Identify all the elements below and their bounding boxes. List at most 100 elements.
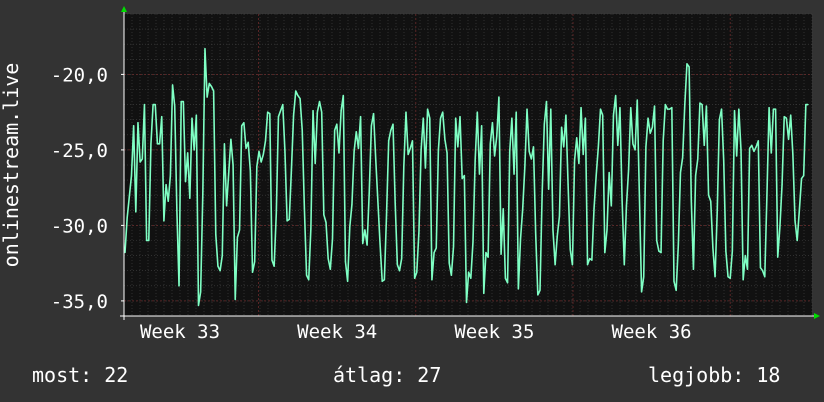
data-point (130, 174, 133, 177)
data-point (628, 168, 630, 171)
data-point (295, 90, 297, 92)
data-point (210, 85, 213, 88)
data-point (496, 135, 498, 137)
data-point (528, 150, 530, 153)
y-axis-arrow-icon (121, 6, 127, 12)
data-point (746, 268, 749, 270)
data-point (165, 184, 167, 186)
data-point (390, 129, 392, 131)
data-point (519, 238, 522, 240)
data-point (718, 119, 720, 121)
data-point (156, 143, 159, 145)
data-point (707, 194, 710, 196)
y-tick-label: -30,0 (51, 215, 108, 237)
data-point (623, 264, 625, 266)
data-point (288, 218, 290, 220)
data-point (282, 104, 284, 106)
data-point (768, 107, 770, 109)
data-point (487, 256, 489, 258)
data-point (565, 114, 567, 116)
data-point (675, 289, 677, 291)
data-point (688, 66, 690, 68)
data-point (158, 143, 161, 145)
data-point (751, 144, 753, 146)
data-point (608, 171, 610, 174)
data-point (312, 110, 314, 112)
data-point (703, 144, 705, 146)
data-point (362, 242, 364, 245)
data-point (141, 158, 143, 160)
data-point (143, 104, 146, 106)
data-point (705, 105, 708, 107)
data-point (124, 251, 126, 254)
data-point (450, 274, 452, 276)
data-point (191, 117, 193, 119)
data-point (243, 122, 245, 124)
data-point (476, 111, 478, 113)
data-point (478, 173, 481, 175)
data-point (329, 268, 331, 270)
data-point (448, 262, 450, 264)
data-point (303, 208, 305, 210)
data-point (213, 90, 215, 92)
data-point (366, 244, 368, 246)
x-axis-arrow-icon (814, 313, 820, 319)
data-point (617, 144, 619, 146)
data-point (232, 164, 234, 166)
data-point (461, 177, 463, 180)
data-point (401, 258, 403, 260)
data-points (124, 48, 809, 307)
data-point (567, 184, 569, 186)
data-point (217, 265, 219, 267)
data-point (666, 108, 669, 110)
data-point (578, 162, 580, 165)
data-point (662, 140, 664, 142)
data-point (163, 220, 165, 222)
data-point (349, 226, 351, 228)
data-point (552, 229, 554, 231)
data-point (247, 141, 249, 143)
data-point (697, 158, 699, 160)
data-point (630, 107, 632, 109)
footer-best: legjobb: 18 (648, 363, 780, 387)
data-point (146, 239, 148, 242)
data-point (744, 255, 746, 257)
data-point (571, 264, 574, 266)
data-point (550, 108, 552, 110)
data-point (539, 289, 541, 291)
data-point (204, 48, 206, 50)
data-point (351, 203, 353, 205)
data-point (284, 150, 286, 153)
data-point (653, 105, 656, 107)
data-point (435, 247, 437, 249)
data-point (256, 165, 258, 168)
data-point (340, 110, 342, 112)
data-point (463, 174, 465, 177)
data-point (770, 152, 772, 154)
data-point (625, 205, 628, 207)
data-point (645, 146, 647, 148)
data-point (582, 153, 584, 156)
data-point (660, 251, 662, 254)
data-point (701, 104, 703, 106)
data-point (485, 251, 487, 254)
data-point (597, 146, 599, 148)
data-point (388, 140, 390, 142)
data-point (193, 149, 195, 151)
data-point (738, 108, 740, 110)
data-point (221, 255, 223, 257)
data-point (679, 171, 682, 174)
data-point (169, 174, 171, 177)
data-point (684, 104, 686, 106)
data-point (580, 107, 582, 109)
data-point (195, 114, 197, 116)
data-point (692, 268, 695, 270)
data-point (249, 170, 251, 172)
data-point (234, 298, 236, 300)
data-point (236, 236, 238, 239)
data-point (798, 209, 800, 211)
data-point (481, 125, 483, 127)
data-point (640, 291, 643, 293)
data-point (602, 114, 604, 116)
data-point (135, 211, 137, 213)
